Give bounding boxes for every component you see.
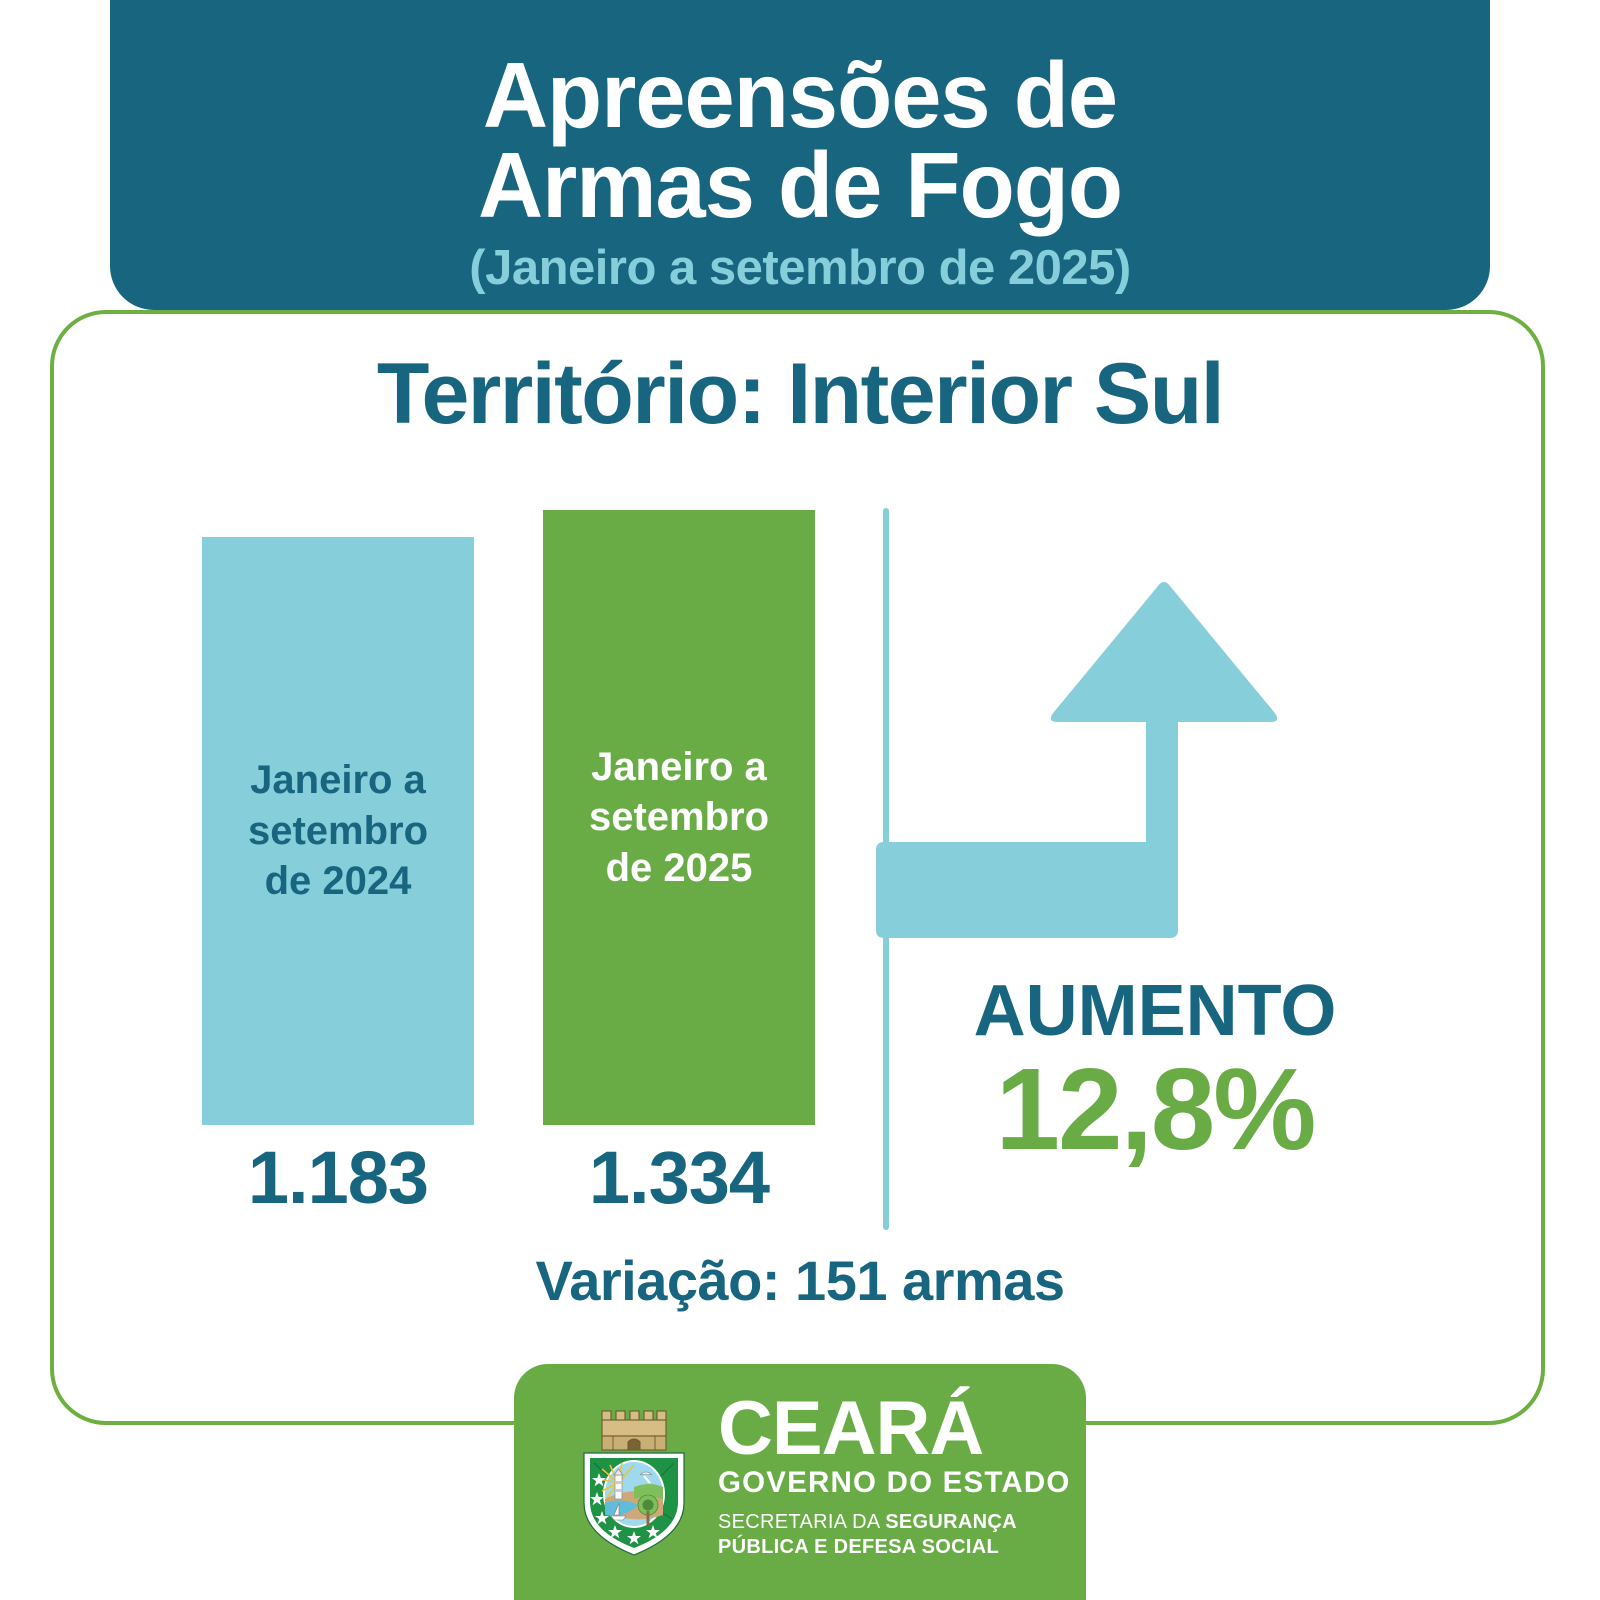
footer-government: GOVERNO DO ESTADO bbox=[718, 1465, 1071, 1499]
footer-secretariat-line2-text: PÚBLICA E DEFESA SOCIAL bbox=[718, 1536, 999, 1559]
bar-2024-label-line2: setembro bbox=[247, 808, 429, 853]
header-title: Apreensões de Armas de Fogo bbox=[477, 42, 1123, 237]
bar-2024-value: 1.183 bbox=[247, 1136, 429, 1219]
footer-secretariat-line2: PÚBLICA E DEFESA SOCIAL bbox=[718, 1535, 1071, 1560]
header-title-line1: Apreensões de bbox=[482, 42, 1118, 147]
footer-logo-card: CEARÁ GOVERNO DO ESTADO SECRETARIA DA SE… bbox=[514, 1364, 1086, 1600]
bar-2025-label-line3: de 2025 bbox=[605, 845, 753, 890]
bar-2025-label-line1: Janeiro a bbox=[591, 744, 767, 789]
bar-2025[interactable]: Janeiro a setembro de 2025 bbox=[543, 510, 815, 1125]
footer-logo-text: CEARÁ GOVERNO DO ESTADO SECRETARIA DA SE… bbox=[718, 1385, 1071, 1560]
bar-2024-label-line3: de 2024 bbox=[264, 859, 412, 904]
bar-2024[interactable]: Janeiro a setembro de 2024 bbox=[202, 537, 474, 1125]
header-banner: Apreensões de Armas de Fogo (Janeiro a s… bbox=[110, 0, 1490, 310]
bar-2024-label: Janeiro a setembro de 2024 bbox=[216, 755, 461, 906]
footer-brand: CEARÁ bbox=[718, 1385, 984, 1471]
header-title-line2: Armas de Fogo bbox=[477, 132, 1123, 237]
bar-2024-label-line1: Janeiro a bbox=[250, 758, 426, 803]
territory-title: Território: Interior Sul bbox=[376, 346, 1225, 442]
bar-2025-label-line2: setembro bbox=[588, 795, 770, 840]
footer-secretariat-line1-bold: SEGURANÇA bbox=[885, 1511, 1017, 1534]
bar-2025-value: 1.334 bbox=[588, 1136, 770, 1219]
footer-secretariat-line1-light: SECRETARIA DA bbox=[718, 1511, 886, 1534]
footer-secretariat-line1: SECRETARIA DA SEGURANÇA bbox=[718, 1510, 1071, 1535]
footer-secretariat: SECRETARIA DA SEGURANÇA PÚBLICA E DEFESA… bbox=[718, 1510, 1071, 1560]
bar-2025-label: Janeiro a setembro de 2025 bbox=[557, 742, 802, 893]
ceara-coat-of-arms-icon bbox=[583, 1410, 685, 1556]
header-subtitle: (Janeiro a setembro de 2025) bbox=[469, 241, 1131, 295]
